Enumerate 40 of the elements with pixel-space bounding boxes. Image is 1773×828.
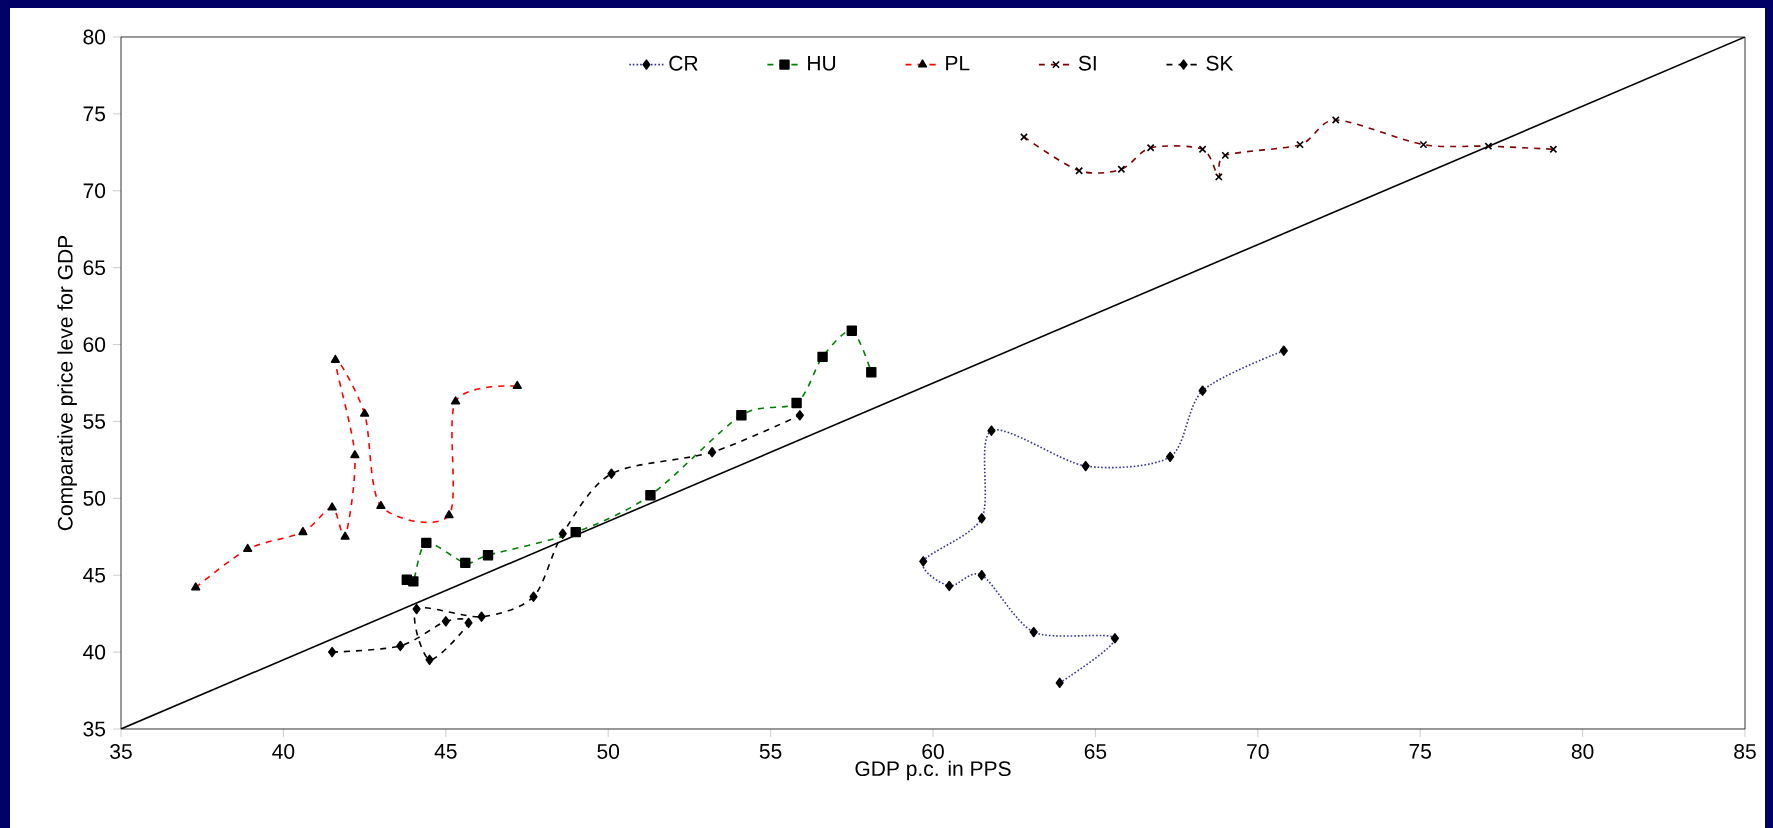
y-tick-label: 80	[83, 29, 106, 45]
x-tick-label: 70	[1247, 744, 1269, 759]
y-tick-label: 40	[83, 644, 106, 660]
legend-label: PL	[946, 55, 970, 71]
x-tick-label: 50	[597, 744, 620, 759]
y-tick-label: 50	[83, 490, 106, 506]
y-tick-label: 45	[83, 567, 106, 583]
x-tick-label: 35	[110, 744, 132, 759]
y-tick-label: 35	[83, 721, 106, 737]
point	[795, 410, 804, 421]
point	[441, 616, 450, 627]
y-tick-label: 60	[83, 337, 106, 352]
point	[396, 640, 405, 652]
y-tick-label: 70	[83, 183, 106, 199]
x-tick-label: 85	[1734, 744, 1756, 759]
legend-label: HU	[808, 55, 836, 71]
x-tick-label: 65	[1084, 744, 1107, 759]
y-tick-label: 65	[83, 260, 106, 276]
y-axis-title: Comparative price leve for GDP	[57, 235, 77, 531]
legend-label: CR	[669, 55, 698, 71]
point	[529, 591, 538, 602]
point	[412, 603, 421, 615]
point	[477, 611, 486, 622]
point	[328, 646, 337, 658]
x-tick-label: 80	[1571, 744, 1594, 759]
point	[558, 528, 567, 539]
y-tick-label: 55	[83, 414, 106, 429]
legend-label: SK	[1206, 55, 1234, 71]
legend-label: SI	[1078, 55, 1096, 71]
point	[464, 617, 473, 629]
x-tick-label: 60	[922, 744, 944, 759]
x-tick-label: 55	[759, 744, 782, 759]
point	[708, 446, 717, 458]
x-tick-label: 75	[1409, 744, 1431, 759]
point	[607, 468, 616, 479]
x-axis-title: GDP p.c. in PPS	[855, 760, 1011, 781]
x-tick-label: 45	[434, 744, 457, 759]
x-tick-label: 40	[272, 744, 295, 759]
point	[425, 654, 434, 665]
y-tick-label: 75	[83, 106, 106, 122]
